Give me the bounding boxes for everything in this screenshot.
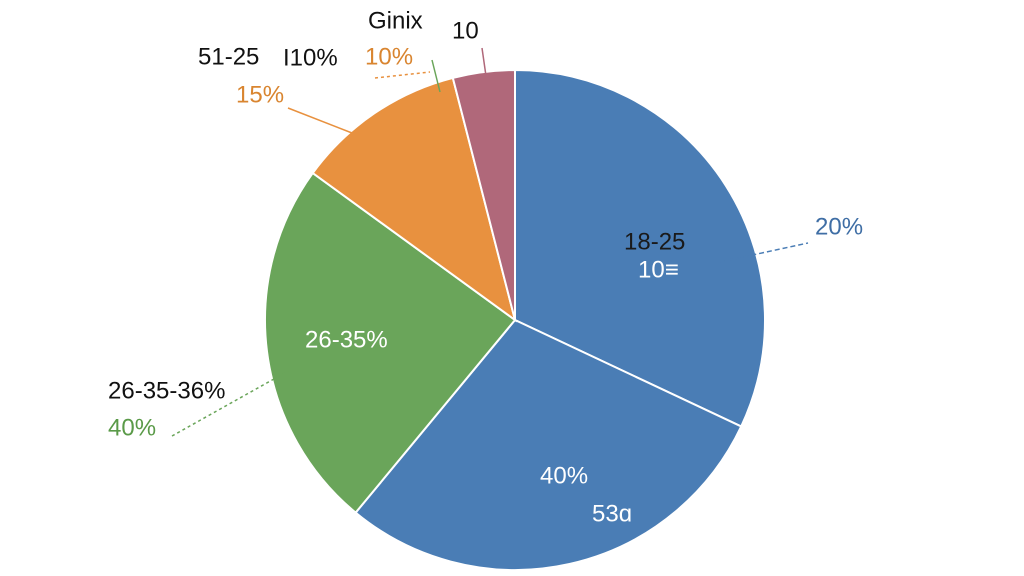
- leader-line: [374, 71, 431, 79]
- pie: [264, 68, 766, 571]
- annotation: 26-35-36%: [108, 377, 225, 404]
- pie-slice: [264, 171, 517, 515]
- annotation: Ginix: [368, 7, 423, 34]
- annotation: 18-25: [624, 228, 685, 255]
- pie-slice: [354, 318, 743, 571]
- leader-line: [719, 242, 809, 263]
- leader-lines: [171, 47, 809, 437]
- annotation: 40%: [108, 414, 156, 441]
- annotation: 10≡: [638, 256, 679, 283]
- annotation: 20%: [815, 213, 863, 240]
- leader-line: [431, 59, 441, 93]
- pie-slice: [514, 68, 766, 428]
- leader-line: [287, 107, 353, 134]
- annotation: 10%: [365, 43, 413, 70]
- annotation: 10: [452, 17, 479, 44]
- annotation: I10%: [283, 44, 338, 71]
- leader-line: [481, 47, 487, 77]
- annotation: 15%: [236, 81, 284, 108]
- annotation: 51-25: [198, 43, 259, 70]
- annotation: 26-35%: [305, 326, 388, 353]
- pie-slice: [451, 68, 516, 321]
- pie-slice: [311, 76, 517, 323]
- leader-line: [171, 369, 291, 437]
- annotation: 53ɑ: [592, 500, 632, 527]
- annotation: 40%: [540, 462, 588, 489]
